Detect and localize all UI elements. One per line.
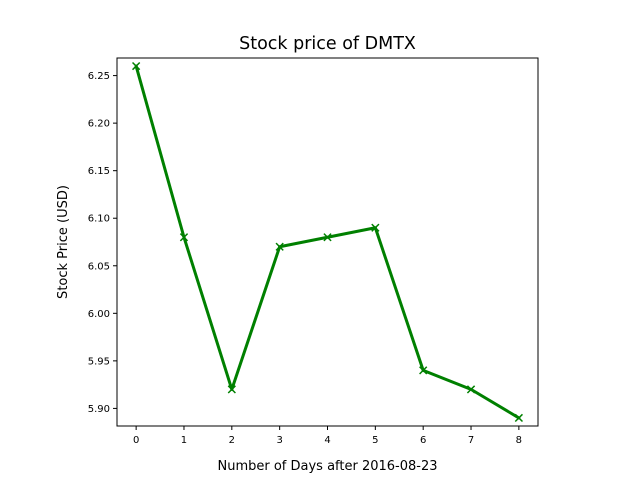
y-tick-label: 5.95	[88, 356, 110, 367]
data-point-marker	[371, 223, 380, 232]
x-tick-label: 4	[324, 435, 330, 446]
data-point-marker	[132, 61, 141, 71]
y-axis-ticks: 5.90 5.95 6.00 6.05 6.10 6.15 6.20 6.25	[88, 71, 117, 415]
x-axis-ticks: 0 1 2 3 4 5 6 7 8	[133, 426, 522, 446]
x-tick-label: 5	[372, 435, 378, 446]
data-point-marker	[419, 366, 428, 375]
x-tick-label: 7	[468, 435, 474, 446]
data-point-marker	[275, 242, 284, 251]
x-tick-label: 6	[420, 435, 426, 446]
y-axis-label: Stock Price (USD)	[56, 185, 71, 299]
x-tick-label: 2	[229, 435, 235, 446]
y-tick-label: 6.10	[88, 214, 110, 225]
chart-title: Stock price of DMTX	[239, 34, 416, 54]
x-tick-label: 1	[181, 435, 187, 446]
y-tick-label: 6.00	[88, 309, 110, 320]
x-tick-label: 3	[276, 435, 282, 446]
y-tick-label: 6.15	[88, 166, 110, 177]
data-point-marker	[227, 385, 236, 394]
data-point-marker	[466, 385, 476, 394]
x-tick-label: 8	[516, 435, 522, 446]
y-tick-label: 6.20	[88, 119, 110, 130]
data-point-marker	[323, 233, 332, 242]
x-axis-label: Number of Days after 2016-08-23	[217, 459, 437, 474]
y-tick-label: 6.05	[88, 261, 110, 272]
x-tick-label: 0	[133, 435, 139, 446]
y-tick-label: 5.90	[88, 404, 110, 415]
plot-area	[116, 57, 539, 427]
data-point-marker	[514, 413, 523, 423]
data-point-marker	[179, 233, 189, 242]
data-series	[132, 61, 523, 423]
y-tick-label: 6.25	[88, 71, 110, 82]
